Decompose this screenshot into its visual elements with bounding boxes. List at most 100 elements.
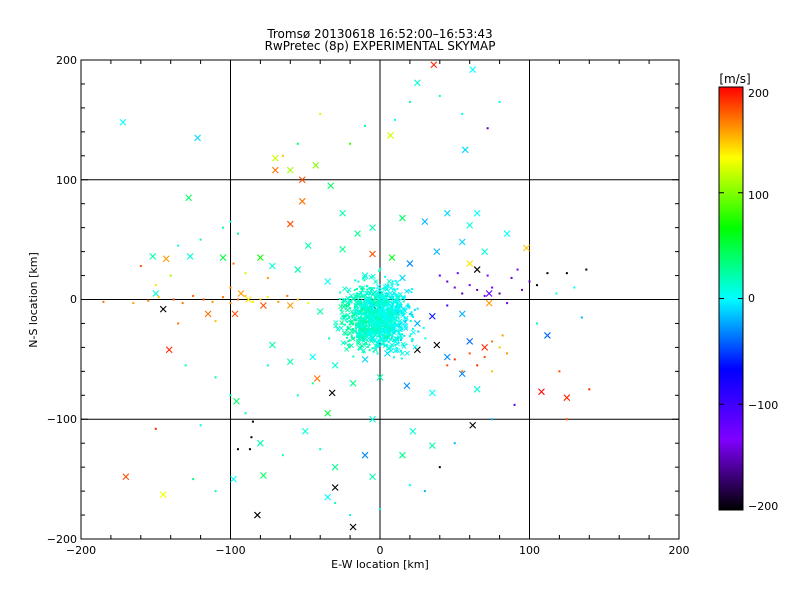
data-point-x bbox=[257, 254, 264, 261]
y-tick-label: 200 bbox=[56, 54, 77, 67]
data-point-dot bbox=[394, 305, 397, 308]
data-point-dot bbox=[412, 327, 415, 330]
data-point-dot bbox=[498, 346, 501, 349]
data-point-x bbox=[485, 290, 493, 297]
data-point-x bbox=[324, 409, 332, 417]
data-point-dot bbox=[319, 448, 322, 451]
colorbar-tick-label: −200 bbox=[748, 500, 778, 513]
data-point-dot bbox=[349, 514, 352, 517]
data-point-dot bbox=[438, 466, 441, 469]
data-point-x bbox=[149, 253, 157, 260]
data-point-dot bbox=[381, 333, 384, 336]
data-point-x bbox=[370, 291, 376, 297]
data-point-x bbox=[523, 244, 530, 252]
data-point-dot bbox=[535, 284, 538, 287]
data-point-dot bbox=[396, 312, 399, 315]
colorbar-tick-label: 0 bbox=[748, 292, 755, 305]
data-point-dot bbox=[468, 284, 471, 287]
data-point-dot bbox=[250, 436, 253, 439]
x-tick-label: −200 bbox=[66, 544, 96, 557]
data-point-dot bbox=[393, 310, 396, 313]
data-point-dot bbox=[378, 299, 381, 302]
data-point-x bbox=[404, 288, 410, 294]
data-point-dot bbox=[277, 300, 280, 303]
data-point-dot bbox=[398, 333, 401, 336]
data-point-dot bbox=[369, 287, 372, 290]
data-point-dot bbox=[386, 329, 389, 332]
data-point-dot bbox=[402, 300, 405, 303]
data-point-x bbox=[304, 242, 312, 250]
data-point-x bbox=[458, 370, 466, 378]
data-point-dot bbox=[573, 286, 576, 289]
data-point-x bbox=[428, 312, 436, 320]
data-point-x bbox=[344, 307, 351, 313]
data-point-x bbox=[294, 266, 302, 273]
data-point-dot bbox=[389, 328, 392, 331]
data-point-dot bbox=[380, 308, 383, 311]
data-point-x bbox=[356, 338, 362, 344]
data-point-x bbox=[382, 313, 388, 319]
data-point-dot bbox=[139, 264, 142, 267]
data-point-dot bbox=[392, 303, 395, 306]
data-point-dot bbox=[413, 308, 416, 311]
data-point-dot bbox=[353, 306, 356, 309]
data-point-x bbox=[260, 472, 267, 479]
data-point-dot bbox=[345, 336, 348, 339]
data-point-dot bbox=[386, 309, 389, 312]
data-point-x bbox=[340, 303, 346, 309]
data-point-x bbox=[358, 335, 364, 341]
data-point-dot bbox=[360, 316, 363, 319]
data-point-dot bbox=[236, 298, 239, 301]
colorbar-tick-label: −100 bbox=[748, 399, 778, 412]
data-point-dot bbox=[376, 294, 379, 297]
data-point-dot bbox=[408, 312, 411, 315]
data-point-x bbox=[369, 250, 376, 258]
data-point-x bbox=[361, 451, 369, 459]
data-point-dot bbox=[232, 262, 235, 265]
data-point-dot bbox=[351, 328, 354, 331]
data-point-x bbox=[402, 319, 408, 325]
data-point-dot bbox=[359, 291, 362, 294]
data-point-dot bbox=[395, 346, 398, 349]
data-point-dot bbox=[177, 322, 180, 325]
data-point-dot bbox=[358, 293, 361, 296]
data-point-x bbox=[503, 230, 511, 238]
data-point-dot bbox=[446, 280, 449, 283]
data-point-x bbox=[354, 230, 361, 238]
data-point-dot bbox=[251, 420, 254, 423]
data-point-dot bbox=[410, 311, 413, 314]
data-point-dot bbox=[396, 305, 399, 308]
data-point-x bbox=[122, 473, 130, 481]
data-point-dot bbox=[393, 293, 396, 296]
data-point-x bbox=[331, 484, 339, 491]
data-point-dot bbox=[358, 329, 361, 332]
data-point-x bbox=[544, 332, 551, 339]
data-point-dot bbox=[199, 424, 202, 427]
data-point-dot bbox=[368, 343, 371, 346]
data-point-dot bbox=[372, 322, 375, 325]
data-point-dot bbox=[378, 269, 381, 272]
data-point-dot bbox=[392, 296, 395, 299]
data-point-dot bbox=[344, 307, 347, 310]
data-point-x bbox=[369, 473, 376, 481]
data-point-dot bbox=[397, 332, 400, 335]
data-point-dot bbox=[410, 291, 413, 294]
data-point-dot bbox=[384, 275, 387, 278]
data-point-dot bbox=[388, 329, 391, 332]
data-point-dot bbox=[456, 272, 459, 275]
data-point-dot bbox=[588, 388, 591, 391]
data-point-dot bbox=[393, 321, 396, 324]
data-point-x bbox=[361, 355, 369, 363]
data-point-dot bbox=[394, 316, 397, 319]
data-point-dot bbox=[498, 292, 501, 295]
data-point-dot bbox=[453, 286, 456, 289]
data-point-dot bbox=[366, 285, 369, 288]
data-point-x bbox=[333, 320, 339, 326]
data-point-dot bbox=[229, 286, 232, 289]
data-point-dot bbox=[346, 320, 349, 323]
data-point-dot bbox=[491, 418, 494, 421]
data-point-dot bbox=[394, 343, 397, 346]
data-point-dot bbox=[345, 328, 348, 331]
data-point-dot bbox=[355, 322, 358, 325]
